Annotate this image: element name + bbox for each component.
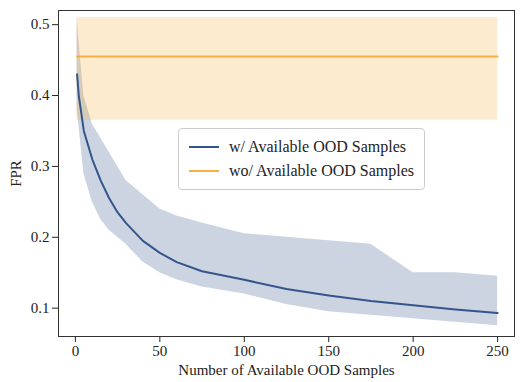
html-text:w/ Available OOD Samples: w/ Available OOD Samples: [229, 138, 406, 155]
svg-text:250: 250: [486, 343, 509, 359]
svg-text:0.2: 0.2: [31, 229, 50, 245]
html-text:wo/ Available OOD Samples: wo/ Available OOD Samples: [229, 162, 414, 179]
svg-text:200: 200: [402, 343, 425, 359]
svg-text:150: 150: [317, 343, 340, 359]
svg-text:50: 50: [152, 343, 167, 359]
svg-text:100: 100: [233, 343, 256, 359]
svg-text:0: 0: [72, 343, 80, 359]
svg-text:0.1: 0.1: [31, 300, 50, 316]
svg-text:0.5: 0.5: [31, 16, 50, 32]
svg-text:0.3: 0.3: [31, 158, 50, 174]
svg-text:0.4: 0.4: [31, 87, 50, 103]
svg-text:Number of Available OOD Sample: Number of Available OOD Samples: [178, 362, 395, 378]
svg-text:FPR: FPR: [8, 160, 24, 187]
